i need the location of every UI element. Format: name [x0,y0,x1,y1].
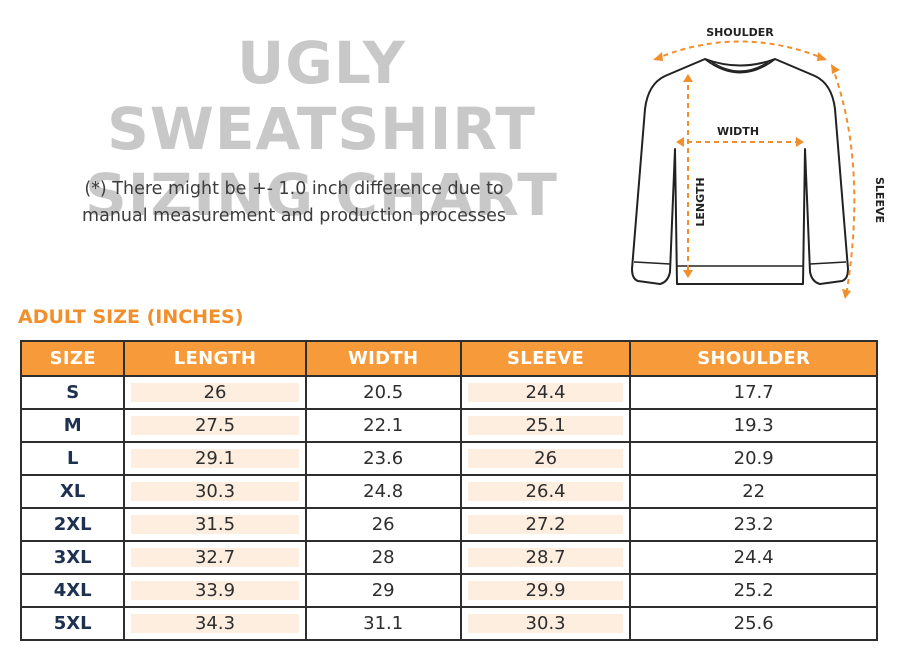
note-line-2: manual measurement and production proces… [82,206,506,226]
collar-inner [711,61,769,72]
width-label: WIDTH [717,125,759,138]
cell-sleeve: 30.3 [459,606,632,641]
left-cuff-line [633,261,671,265]
cell-length: 29.1 [123,441,307,476]
width-arrow-left-head [676,137,684,147]
cell-size: 3XL [19,540,126,575]
header-shoulder: SHOULDER [629,340,878,377]
cell-width: 24.8 [304,474,462,509]
table-row: 4XL 33.9 29 29.9 25.2 [19,573,878,608]
cell-size: 2XL [19,507,126,542]
cell-size: 5XL [19,606,126,641]
cell-sleeve: 29.9 [459,573,632,608]
sleeve-arrow [831,65,856,297]
cell-width: 31.1 [304,606,462,641]
sweatshirt-outline [631,58,849,285]
cell-length: 33.9 [123,573,307,608]
cell-size: 4XL [19,573,126,608]
table-row: 5XL 34.3 31.1 30.3 25.6 [19,606,878,641]
sleeve-label: SLEEVE [873,177,886,223]
header-sleeve: SLEEVE [459,340,632,377]
header-size: SIZE [19,340,126,377]
cell-shoulder: 19.3 [629,408,878,443]
cell-shoulder: 25.6 [629,606,878,641]
table-row: L 29.1 23.6 26 20.9 [19,441,878,476]
collar [704,58,776,74]
cell-size: XL [19,474,126,509]
cell-length: 30.3 [123,474,307,509]
title-line-2: SIZING CHART [85,161,558,229]
cell-length: 31.5 [123,507,307,542]
table-row: S 26 20.5 24.4 17.7 [19,375,878,410]
table-row: 2XL 31.5 26 27.2 23.2 [19,507,878,542]
cell-shoulder: 17.7 [629,375,878,410]
measurement-note: (*) There might be +- 1.0 inch differenc… [14,176,574,230]
cell-width: 22.1 [304,408,462,443]
cell-width: 23.6 [304,441,462,476]
shoulder-label: SHOULDER [706,26,774,39]
cell-size: L [19,441,126,476]
sweatshirt-diagram: SHOULDER WIDTH LENGTH SLEEVE [631,26,886,299]
cell-width: 20.5 [304,375,462,410]
sleeve-arrow-top-head [831,64,840,74]
cell-width: 29 [304,573,462,608]
right-cuff-line [809,261,847,265]
cell-length: 27.5 [123,408,307,443]
cell-size: S [19,375,126,410]
header-length: LENGTH [123,340,307,377]
header-width: WIDTH [304,340,462,377]
size-table: SIZE LENGTH WIDTH SLEEVE SHOULDER S 26 2… [19,340,878,641]
shoulder-arrow [654,40,826,60]
cell-length: 26 [123,375,307,410]
cell-sleeve: 27.2 [459,507,632,542]
cell-sleeve: 24.4 [459,375,632,410]
table-row: M 27.5 22.1 25.1 19.3 [19,408,878,443]
cell-width: 28 [304,540,462,575]
cell-width: 26 [304,507,462,542]
cell-sleeve: 26.4 [459,474,632,509]
cell-sleeve: 25.1 [459,408,632,443]
cell-size: M [19,408,126,443]
length-arrow-bottom-head [683,270,693,278]
width-arrow-right-head [796,137,804,147]
shoulder-arrow-left-head [653,52,663,61]
section-label: ADULT SIZE (INCHES) [18,306,244,328]
title-line-1: UGLY SWEATSHIRT [107,29,536,163]
cell-length: 34.3 [123,606,307,641]
sleeve-arrow-bottom-head [842,289,851,299]
note-line-1: (*) There might be +- 1.0 inch differenc… [84,179,504,199]
table-row: XL 30.3 24.8 26.4 22 [19,474,878,509]
cell-sleeve: 26 [459,441,632,476]
table-header-row: SIZE LENGTH WIDTH SLEEVE SHOULDER [19,340,878,377]
shoulder-arrow-right-head [817,52,827,61]
cell-shoulder: 20.9 [629,441,878,476]
chart-title: UGLY SWEATSHIRT SIZING CHART [14,30,629,228]
cell-sleeve: 28.7 [459,540,632,575]
table-row: 3XL 32.7 28 28.7 24.4 [19,540,878,575]
cell-shoulder: 22 [629,474,878,509]
cell-shoulder: 25.2 [629,573,878,608]
cell-shoulder: 23.2 [629,507,878,542]
length-label: LENGTH [694,177,707,226]
length-arrow-top-head [683,74,693,82]
cell-length: 32.7 [123,540,307,575]
cell-shoulder: 24.4 [629,540,878,575]
